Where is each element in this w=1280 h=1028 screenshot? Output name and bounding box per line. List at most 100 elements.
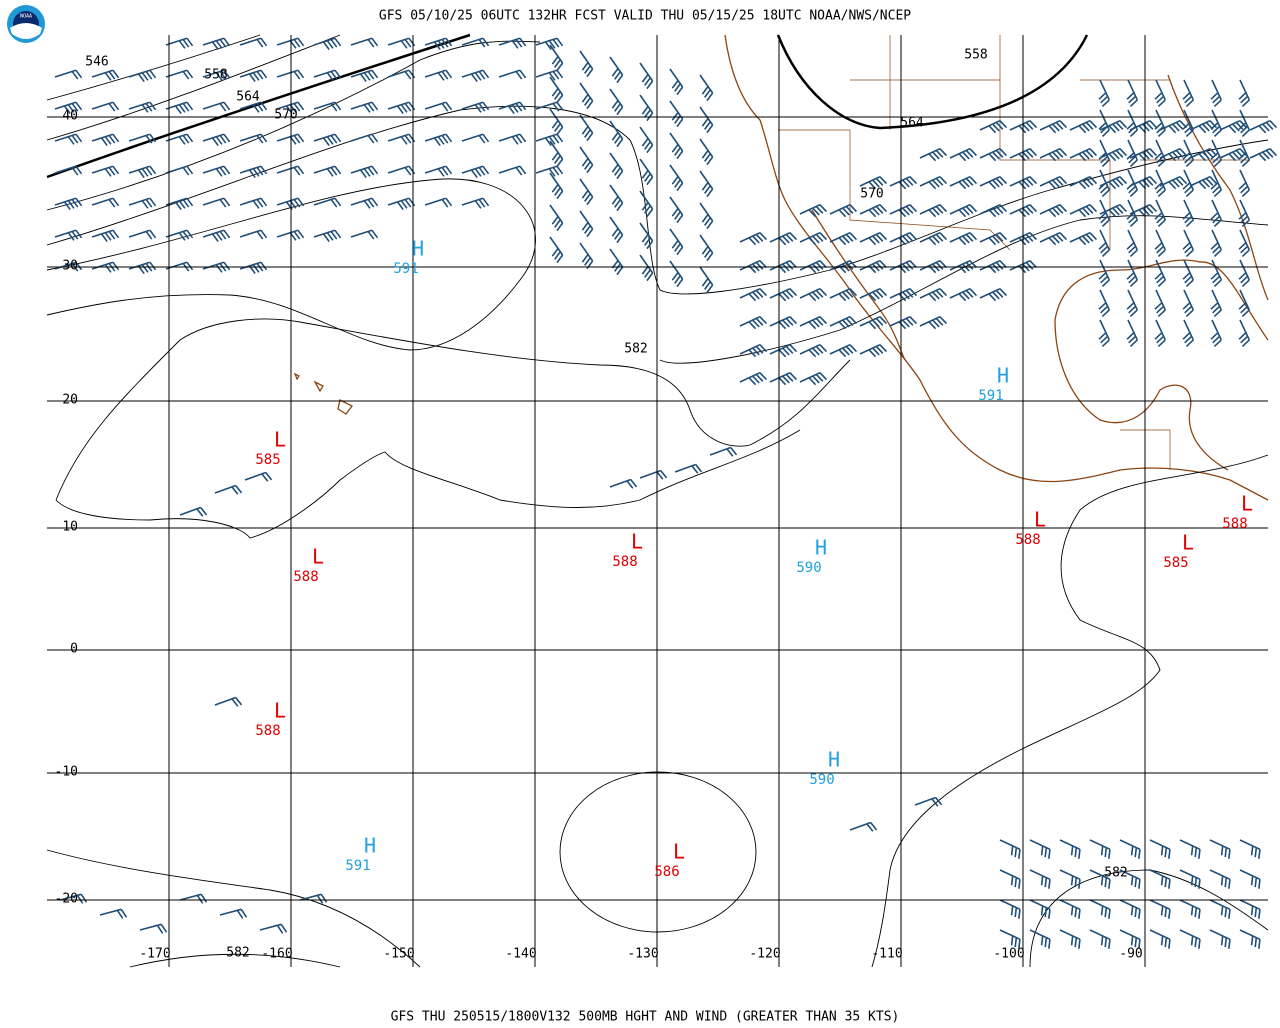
wind-barb bbox=[1029, 929, 1051, 949]
wind-barb bbox=[1009, 231, 1038, 246]
center-symbol: L bbox=[274, 699, 286, 723]
wind-barb bbox=[1009, 175, 1038, 190]
wind-barb bbox=[549, 44, 564, 72]
wind-barb bbox=[859, 287, 888, 302]
wind-barb bbox=[1098, 229, 1111, 258]
wind-barb bbox=[1210, 289, 1223, 318]
wind-barb bbox=[313, 133, 342, 147]
wind-barb bbox=[1159, 119, 1188, 134]
wind-barb bbox=[1039, 175, 1068, 190]
longitude-label: -110 bbox=[871, 947, 902, 962]
wind-barb bbox=[461, 69, 490, 83]
wind-barb bbox=[979, 231, 1008, 246]
wind-barb bbox=[387, 197, 416, 211]
wind-barb bbox=[1238, 199, 1251, 228]
wind-barb bbox=[1039, 147, 1068, 162]
center-symbol: L bbox=[631, 530, 643, 554]
wind-barb bbox=[219, 908, 248, 919]
wind-barb bbox=[165, 101, 194, 115]
longitude-label: -170 bbox=[139, 947, 170, 962]
wind-barb bbox=[669, 228, 684, 256]
wind-barb bbox=[239, 69, 268, 83]
wind-barb bbox=[1182, 229, 1195, 258]
wind-barb bbox=[799, 343, 828, 358]
wind-barb bbox=[165, 37, 194, 49]
wind-barb bbox=[1059, 929, 1081, 949]
wind-barb bbox=[1189, 175, 1218, 190]
wind-barb bbox=[1059, 839, 1081, 859]
wind-barb bbox=[1069, 119, 1098, 134]
wind-barb bbox=[1089, 929, 1111, 949]
center-symbol: H bbox=[828, 748, 840, 772]
wind-barb bbox=[1119, 929, 1141, 949]
center-symbol: L bbox=[312, 545, 324, 569]
wind-barb bbox=[498, 37, 527, 49]
wind-barb bbox=[799, 315, 828, 330]
wind-barb bbox=[424, 101, 453, 112]
wind-barb bbox=[799, 203, 828, 218]
wind-barb bbox=[535, 37, 564, 51]
wind-barb bbox=[1210, 259, 1223, 288]
wind-barb bbox=[276, 165, 305, 176]
wind-barb bbox=[919, 315, 948, 330]
wind-barb bbox=[54, 69, 83, 80]
wind-barb bbox=[535, 69, 564, 81]
wind-barb bbox=[387, 165, 416, 176]
wind-barb bbox=[699, 234, 714, 262]
wind-barb bbox=[1154, 319, 1167, 348]
wind-barb bbox=[1210, 229, 1223, 258]
wind-barb bbox=[461, 101, 490, 113]
wind-barb bbox=[769, 231, 798, 246]
latitude-label: 20 bbox=[62, 393, 78, 408]
wind-barb bbox=[1089, 899, 1111, 919]
wind-barb bbox=[609, 120, 624, 148]
wind-barb bbox=[1182, 259, 1195, 288]
center-value: 588 bbox=[612, 554, 637, 570]
wind-barb bbox=[128, 101, 157, 113]
wind-barb bbox=[1154, 199, 1167, 228]
wind-barb bbox=[639, 190, 654, 218]
latitude-label: 30 bbox=[62, 259, 78, 274]
contour-label: 582 bbox=[1104, 866, 1127, 881]
height-contours bbox=[46, 33, 1269, 968]
center-value: 588 bbox=[1222, 516, 1247, 532]
longitude-label: -150 bbox=[383, 947, 414, 962]
wind-barb bbox=[276, 133, 305, 145]
contour-label: 564 bbox=[900, 116, 924, 131]
wind-barb bbox=[1089, 839, 1111, 859]
wind-barb bbox=[239, 229, 268, 240]
wind-barb bbox=[639, 254, 654, 282]
wind-barb bbox=[461, 133, 490, 144]
center-symbol: L bbox=[1182, 531, 1194, 555]
wind-barb bbox=[128, 165, 157, 179]
wind-barb bbox=[461, 165, 490, 179]
wind-barb bbox=[54, 101, 83, 115]
wind-barb bbox=[639, 126, 654, 154]
wind-barb bbox=[1219, 119, 1248, 134]
wind-barb bbox=[739, 343, 768, 358]
wind-barb bbox=[202, 165, 231, 177]
wind-barb bbox=[919, 147, 948, 162]
wind-barb bbox=[1210, 79, 1223, 108]
wind-barb bbox=[609, 184, 624, 212]
wind-barb bbox=[1039, 231, 1068, 246]
center-symbol: L bbox=[1034, 508, 1046, 532]
wind-barb bbox=[739, 371, 768, 386]
center-value: 588 bbox=[1015, 532, 1040, 548]
wind-barb bbox=[1210, 109, 1223, 138]
wind-barb bbox=[769, 287, 798, 302]
wind-barb bbox=[350, 69, 379, 83]
wind-barb bbox=[1149, 869, 1171, 889]
wind-barb bbox=[669, 196, 684, 224]
wind-barb bbox=[669, 164, 684, 192]
wind-barb bbox=[919, 175, 948, 190]
wind-barb bbox=[350, 101, 379, 113]
wind-barb bbox=[1119, 899, 1141, 919]
wind-barb bbox=[91, 69, 120, 81]
center-value: 591 bbox=[978, 388, 1003, 404]
wind-barb bbox=[1238, 169, 1251, 198]
contour-label: 582 bbox=[624, 342, 647, 357]
wind-barb bbox=[609, 478, 638, 489]
wind-barb bbox=[669, 132, 684, 160]
